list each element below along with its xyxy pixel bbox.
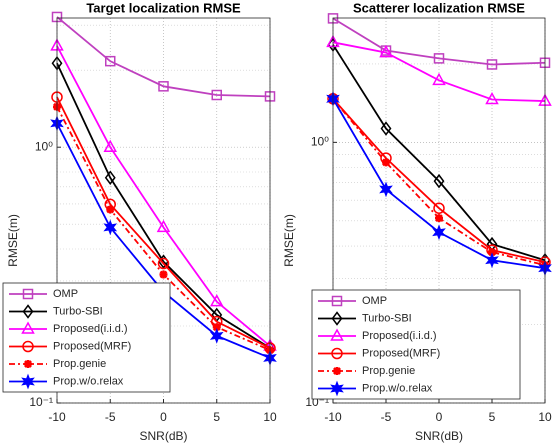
legend-label: Prop.genie <box>53 358 106 370</box>
data-point <box>435 214 443 223</box>
legend-marker <box>330 328 344 341</box>
data-point <box>158 81 169 92</box>
series-line <box>332 41 546 102</box>
legend-label: Turbo-SBI <box>53 305 103 317</box>
data-point <box>105 55 116 67</box>
legend-label: Turbo-SBI <box>362 312 412 324</box>
x-tick-label: -10 <box>324 410 342 424</box>
x-tick-label: 5 <box>213 410 220 424</box>
data-point <box>106 205 115 214</box>
series-line <box>56 96 271 349</box>
x-axis-label: SNR(dB) <box>415 429 463 443</box>
x-tick-label: -5 <box>381 410 392 424</box>
data-point <box>432 224 446 241</box>
data-point <box>432 72 446 86</box>
x-tick-label: 10 <box>538 410 552 424</box>
y-tick-label: 10⁰ <box>311 135 329 149</box>
legend-marker <box>22 288 34 300</box>
legend-label: Proposed(i.i.d.) <box>362 330 437 342</box>
chart-title: Target localization RMSE <box>86 0 241 15</box>
x-tick-label: -10 <box>48 410 66 424</box>
data-point <box>104 170 116 185</box>
series-line <box>56 45 271 347</box>
data-point <box>211 89 222 101</box>
legend-marker <box>331 295 343 307</box>
data-point <box>382 158 390 167</box>
series-line <box>332 44 546 262</box>
data-point <box>103 219 118 236</box>
x-tick-label: -5 <box>105 410 116 424</box>
x-axis-label: SNR(dB) <box>139 429 187 443</box>
x-tick-label: 0 <box>436 410 443 424</box>
axes-frame <box>56 17 271 404</box>
legend-marker <box>21 373 35 390</box>
series-line <box>332 98 546 264</box>
data-point <box>486 59 498 70</box>
legend-marker <box>331 311 343 326</box>
axes-frame <box>332 17 546 404</box>
legend-marker <box>24 360 32 368</box>
data-point <box>379 45 393 58</box>
y-axis-label: RMSE(m) <box>6 214 20 267</box>
legend-label: Prop.genie <box>362 365 415 377</box>
data-point <box>103 139 118 152</box>
legend-marker <box>22 304 34 319</box>
legend-marker <box>333 367 341 375</box>
legend-label: Proposed(i.i.d.) <box>53 323 128 335</box>
legend-box <box>2 282 171 393</box>
legend-label: OMP <box>362 295 387 307</box>
data-point <box>433 202 445 214</box>
data-point <box>433 53 445 64</box>
series-line <box>56 62 271 349</box>
legend-marker <box>22 340 34 353</box>
y-tick-label: 10⁻¹ <box>29 395 53 409</box>
y-axis-label: RMSE(m) <box>282 214 296 267</box>
data-point <box>212 323 221 332</box>
x-tick-label: 5 <box>489 410 496 424</box>
data-point <box>156 219 171 233</box>
data-point <box>488 248 496 257</box>
y-tick-label: 10⁰ <box>35 139 53 153</box>
data-point <box>433 173 445 189</box>
data-point <box>209 327 224 344</box>
legend-marker <box>21 321 35 334</box>
legend-marker <box>331 347 343 360</box>
x-tick-label: 0 <box>160 410 167 424</box>
legend-label: Prop.w/o.relax <box>53 375 124 387</box>
data-point <box>157 257 170 270</box>
chart-title: Scatterer localization RMSE <box>353 0 525 15</box>
series-line <box>332 17 546 66</box>
data-point <box>159 270 168 279</box>
legend-label: OMP <box>53 288 78 300</box>
legend-box <box>311 289 521 400</box>
series-line <box>56 16 271 98</box>
legend-marker <box>330 380 344 397</box>
data-point <box>379 181 393 198</box>
data-point <box>380 121 392 136</box>
data-point <box>485 252 499 269</box>
legend-label: Prop.w/o.relax <box>362 382 433 394</box>
data-point <box>485 91 499 105</box>
legend-label: Proposed(MRF) <box>362 347 440 359</box>
data-point <box>209 294 224 307</box>
legend-label: Proposed(MRF) <box>53 340 131 352</box>
x-tick-label: 10 <box>263 410 277 424</box>
